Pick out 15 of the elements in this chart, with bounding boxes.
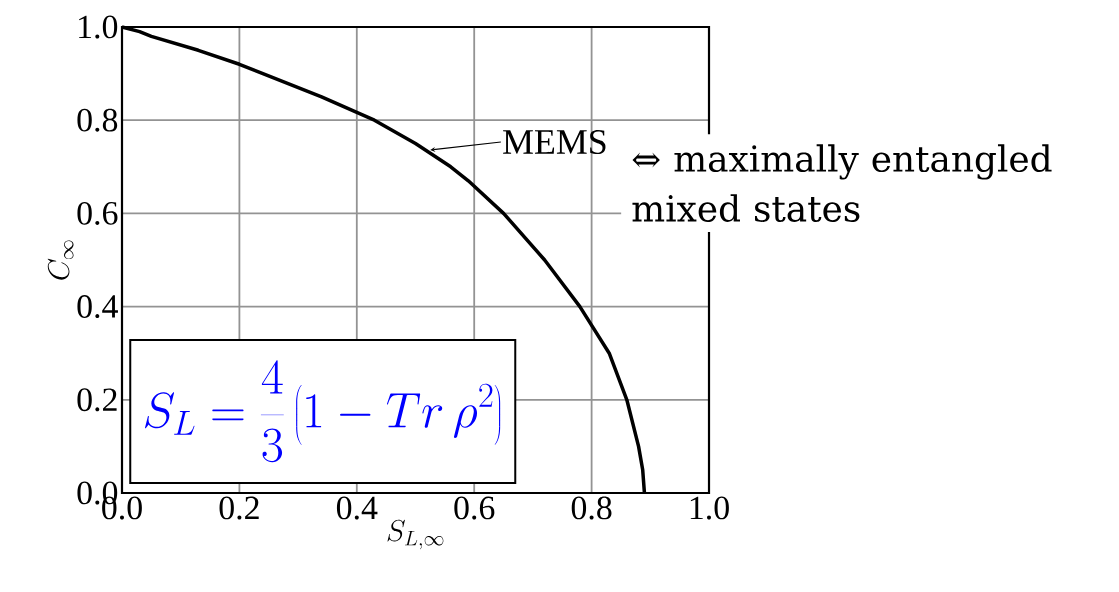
annotation: ⇔ maximally entangled mixed states	[632, 144, 1052, 222]
annotation: $S_L=\frac{4}{3}\left(1-Tr\,\rho^2\right)$	[145, 360, 501, 463]
y-tick-label: 0.4	[77, 295, 118, 319]
x-tick-label: 0.6	[454, 496, 495, 520]
y-tick-label: 0.8	[77, 108, 118, 132]
x-tick-label: 0.4	[336, 496, 378, 520]
y-tick-label: 1.0	[79, 15, 118, 39]
x-tick-label: 1.0	[690, 496, 729, 520]
y-axis-title: $C_\infty$	[47, 240, 74, 280]
x-axis-title: $S_{L,\infty}$	[387, 519, 444, 550]
x-tick-label: 0.8	[571, 496, 612, 520]
y-tick-label: 0.6	[77, 201, 118, 225]
annotation: MEMS	[503, 129, 606, 155]
y-tick-label: 0.2	[77, 388, 117, 412]
x-tick-label: 0.2	[219, 496, 259, 520]
